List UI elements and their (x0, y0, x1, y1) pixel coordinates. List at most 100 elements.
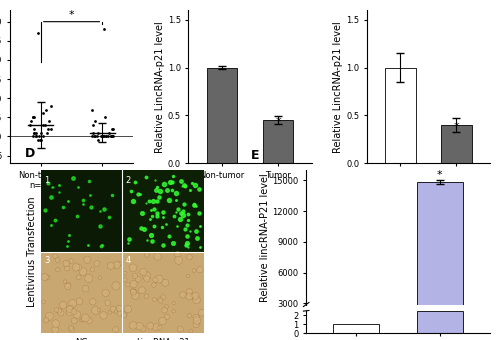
Circle shape (46, 312, 54, 320)
Circle shape (164, 314, 170, 320)
Circle shape (116, 305, 122, 311)
Text: *: * (68, 10, 74, 20)
Circle shape (198, 309, 205, 316)
Circle shape (193, 317, 201, 324)
Circle shape (130, 280, 138, 288)
Point (105, 130, 113, 135)
Circle shape (76, 275, 81, 280)
Point (90, 134, 98, 139)
Point (88, 134, 96, 139)
Circle shape (136, 322, 143, 330)
Point (39, 122, 47, 128)
Circle shape (92, 306, 100, 315)
Circle shape (44, 318, 49, 323)
Y-axis label: Relative LincRNA-p21 level: Relative LincRNA-p21 level (155, 21, 165, 153)
Circle shape (56, 308, 62, 313)
Circle shape (132, 289, 137, 294)
Circle shape (186, 289, 192, 295)
Circle shape (90, 299, 96, 305)
Point (88, 122, 96, 128)
Circle shape (178, 326, 184, 332)
Circle shape (82, 314, 90, 322)
Circle shape (138, 287, 145, 294)
Circle shape (193, 294, 196, 298)
Circle shape (69, 327, 74, 332)
Circle shape (136, 276, 141, 282)
Point (99, 134, 107, 139)
Circle shape (117, 310, 123, 316)
Circle shape (84, 274, 92, 283)
Point (108, 126, 116, 132)
Point (47, 103, 55, 108)
Point (100, 115, 108, 120)
Point (32, 130, 40, 135)
Circle shape (155, 275, 163, 283)
Point (43, 130, 51, 135)
Bar (441, 125, 472, 163)
Circle shape (193, 314, 200, 321)
Point (44, 126, 52, 132)
Point (37, 137, 45, 143)
Circle shape (80, 319, 82, 322)
Circle shape (79, 268, 87, 275)
Circle shape (105, 300, 110, 306)
Circle shape (97, 308, 100, 312)
Circle shape (162, 279, 168, 286)
Circle shape (140, 326, 146, 332)
Circle shape (74, 311, 80, 318)
Point (108, 134, 116, 139)
Circle shape (153, 277, 158, 283)
Circle shape (110, 306, 116, 312)
Circle shape (164, 305, 168, 309)
Point (42, 107, 50, 112)
Circle shape (142, 272, 150, 280)
Point (108, 134, 116, 139)
Point (104, 134, 112, 139)
Point (29, 115, 37, 120)
Bar (40, 252, 122, 333)
Circle shape (197, 267, 203, 273)
Circle shape (122, 313, 126, 318)
Circle shape (52, 320, 60, 327)
Circle shape (42, 300, 46, 304)
Circle shape (192, 296, 200, 304)
Circle shape (174, 252, 181, 258)
Circle shape (158, 297, 162, 302)
Circle shape (90, 268, 94, 272)
Circle shape (152, 298, 156, 302)
Text: B: B (146, 0, 155, 1)
Point (34, 30, 42, 36)
Y-axis label: Lentivirus Transfection: Lentivirus Transfection (26, 196, 36, 307)
Circle shape (64, 280, 67, 283)
Circle shape (188, 314, 192, 318)
Circle shape (76, 298, 83, 305)
Circle shape (122, 312, 127, 317)
Point (29, 115, 37, 120)
Point (30, 130, 38, 135)
Circle shape (192, 269, 196, 272)
Circle shape (174, 256, 182, 264)
Bar (417, 182, 463, 334)
Circle shape (68, 300, 77, 308)
Bar (122, 252, 204, 333)
Point (107, 134, 115, 139)
Circle shape (123, 271, 127, 275)
Point (26, 122, 34, 128)
Point (97, 134, 105, 139)
Y-axis label: Relative LincRNA-p21 level: Relative LincRNA-p21 level (334, 21, 344, 153)
Point (100, 134, 108, 139)
Circle shape (130, 288, 135, 293)
Circle shape (158, 299, 163, 303)
Circle shape (144, 253, 149, 257)
Point (98, 134, 106, 139)
Point (36, 134, 44, 139)
Point (91, 118, 99, 124)
Circle shape (46, 275, 50, 279)
Circle shape (144, 294, 149, 299)
Point (102, 134, 110, 139)
Text: 4: 4 (126, 256, 131, 265)
Circle shape (76, 264, 82, 271)
Point (88, 107, 96, 112)
Circle shape (52, 326, 59, 333)
Point (102, 134, 110, 139)
